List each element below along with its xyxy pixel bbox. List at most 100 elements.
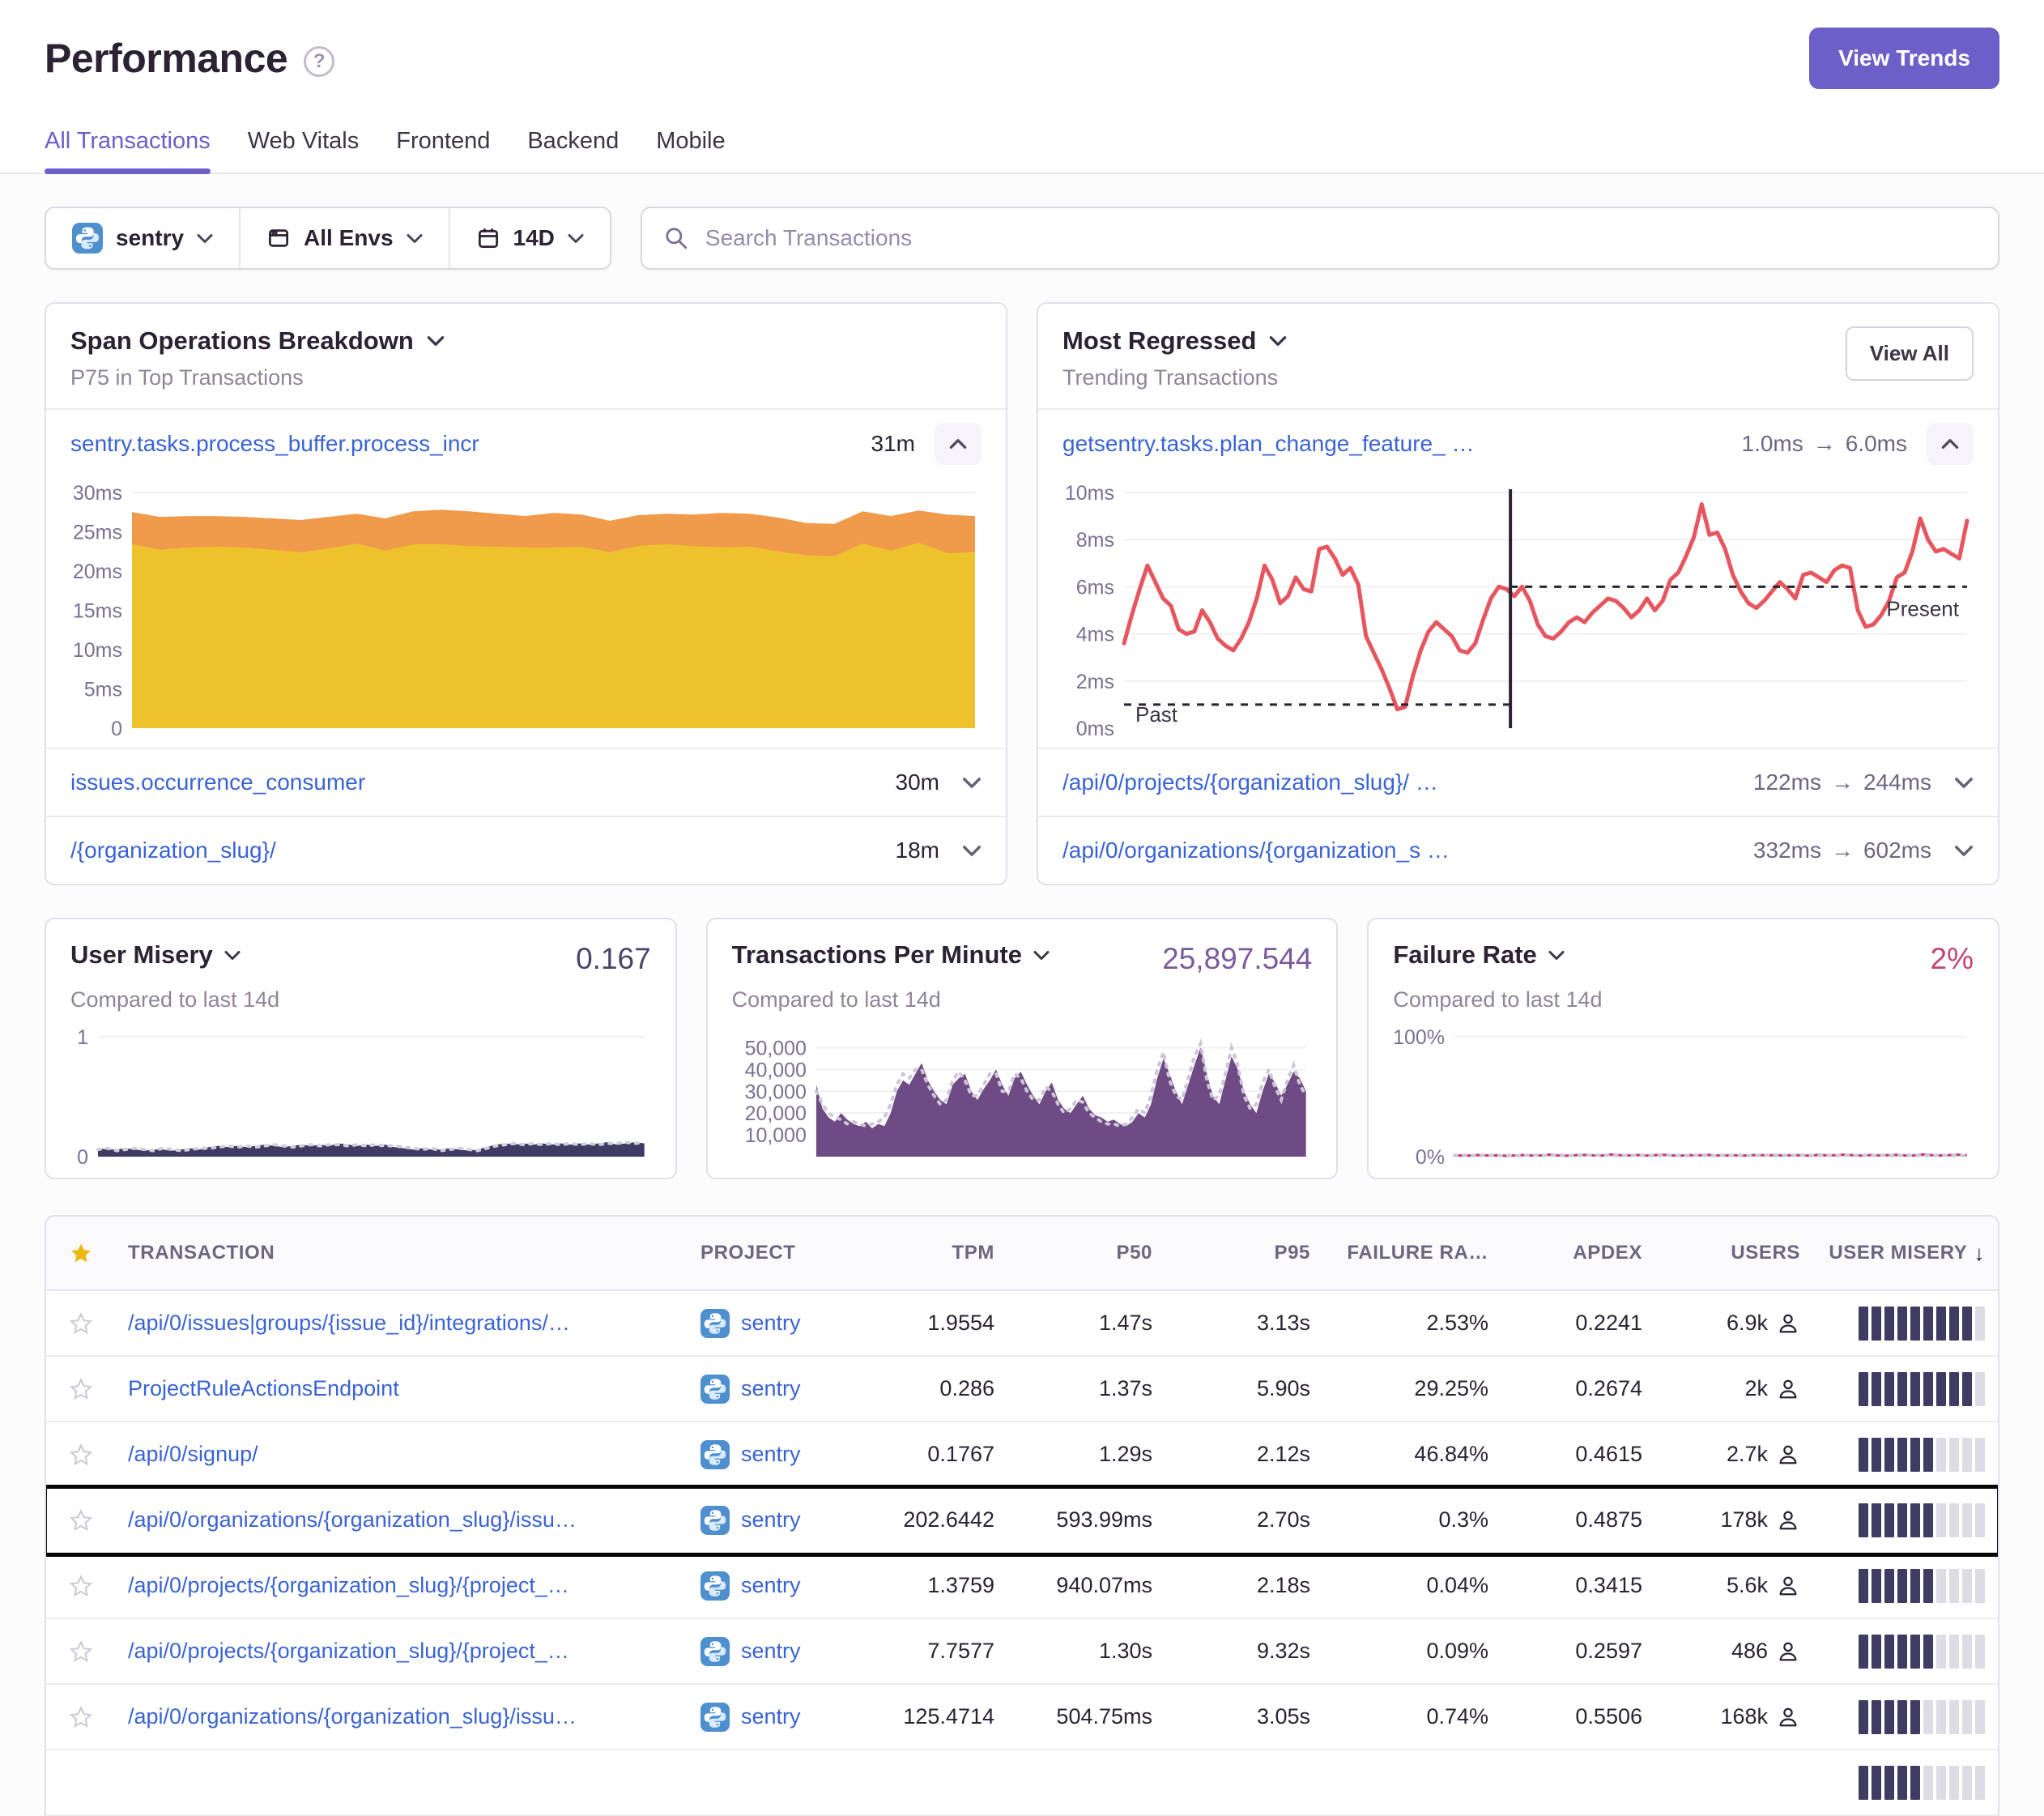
svg-text:10,000: 10,000 (744, 1124, 806, 1147)
transaction-link[interactable]: /api/0/issues|groups/{issue_id}/integrat… (128, 1311, 570, 1335)
transaction-link[interactable]: /api/0/organizations/{organization_slug}… (128, 1704, 577, 1729)
regression-from-value: 122ms (1752, 769, 1821, 795)
collapse-button[interactable] (1927, 423, 1974, 465)
transaction-link[interactable]: ProjectRuleActionsEndpoint (128, 1376, 399, 1400)
table-row[interactable]: /api/0/projects/{organization_slug}/{pro… (46, 1619, 1998, 1685)
regressed-collapsed-row: /api/0/projects/{organization_slug}/ … 1… (1038, 748, 1998, 816)
project-link[interactable]: sentry (741, 1507, 801, 1532)
transaction-link[interactable]: /api/0/organizations/{organization_slug}… (128, 1507, 577, 1532)
tab-web-vitals[interactable]: Web Vitals (247, 128, 360, 154)
favorite-star-icon[interactable] (69, 1639, 93, 1664)
misery-segment (1923, 1634, 1933, 1669)
view-all-button[interactable]: View All (1845, 326, 1974, 381)
favorite-star-icon[interactable] (69, 1311, 93, 1336)
project-link[interactable]: sentry (741, 1311, 801, 1335)
regressed-transaction-link[interactable]: /api/0/organizations/{organization_s … (1062, 838, 1450, 863)
misery-segment (1897, 1371, 1907, 1406)
tab-all-transactions[interactable]: All Transactions (45, 128, 211, 174)
favorite-star-icon[interactable] (69, 1574, 93, 1598)
misery-segment (1975, 1765, 1985, 1800)
misery-segment (1872, 1699, 1881, 1734)
table-row[interactable]: /api/0/organizations/{organization_slug}… (46, 1485, 1998, 1557)
regressed-transaction-link[interactable]: /api/0/projects/{organization_slug}/ … (1062, 769, 1438, 795)
environment-selector[interactable]: All Envs (239, 208, 448, 268)
span-panel-header: Span Operations Breakdown P75 in Top Tra… (46, 304, 1006, 410)
search-input[interactable] (703, 224, 1977, 252)
card-title: Transactions Per Minute (731, 940, 1022, 969)
column-header-failure-rate[interactable]: FAILURE RA… (1347, 1242, 1488, 1264)
regression-from-value: 332ms (1752, 838, 1821, 863)
column-header-apdex[interactable]: APDEX (1573, 1242, 1642, 1264)
span-panel-title-dropdown[interactable]: Span Operations Breakdown (70, 326, 445, 356)
span-transaction-link[interactable]: sentry.tasks.process_buffer.process_incr (70, 431, 479, 456)
table-header-row: TRANSACTION PROJECT TPM P50 P95 FAILURE … (46, 1217, 1998, 1291)
misery-segment (1897, 1765, 1907, 1800)
favorite-star-icon[interactable] (69, 1377, 93, 1401)
project-selector[interactable]: sentry (46, 208, 239, 268)
misery-segment (1897, 1634, 1907, 1669)
chevron-down-icon (1548, 950, 1565, 960)
python-project-icon (700, 1505, 730, 1535)
project-link[interactable]: sentry (741, 1704, 801, 1729)
user-misery-bar (1859, 1437, 1985, 1472)
transaction-link[interactable]: /api/0/projects/{organization_slug}/{pro… (128, 1639, 569, 1663)
favorites-column-header[interactable] (46, 1241, 115, 1265)
favorite-star-icon[interactable] (69, 1443, 93, 1467)
misery-segment (1872, 1568, 1881, 1603)
tab-backend[interactable]: Backend (527, 128, 620, 154)
svg-text:4ms: 4ms (1076, 624, 1114, 646)
tpm-title-dropdown[interactable]: Transactions Per Minute (732, 940, 1050, 970)
span-transaction-link[interactable]: issues.occurrence_consumer (70, 769, 366, 795)
expand-button[interactable] (962, 777, 982, 789)
column-header-p50[interactable]: P50 (1116, 1242, 1152, 1264)
column-header-users[interactable]: USERS (1731, 1242, 1800, 1264)
span-transaction-link[interactable]: /{organization_slug}/ (70, 838, 276, 863)
favorite-star-icon[interactable] (69, 1705, 93, 1729)
table-row[interactable] (46, 1750, 1998, 1816)
misery-segment (1949, 1503, 1959, 1537)
date-range-selector[interactable]: 14D (448, 208, 610, 268)
table-row[interactable]: ProjectRuleActionsEndpoint sentry 0.286 … (46, 1357, 1998, 1422)
table-row[interactable]: /api/0/organizations/{organization_slug}… (46, 1685, 1998, 1750)
collapse-button[interactable] (935, 423, 982, 465)
p95-cell: 9.32s (1256, 1639, 1310, 1663)
regressed-transaction-link[interactable]: getsentry.tasks.plan_change_feature_ … (1062, 431, 1475, 456)
expand-button[interactable] (1954, 845, 1974, 857)
column-header-p95[interactable]: P95 (1274, 1242, 1310, 1264)
column-header-tpm[interactable]: TPM (952, 1242, 994, 1264)
transactions-table: TRANSACTION PROJECT TPM P50 P95 FAILURE … (45, 1215, 1999, 1816)
tab-frontend[interactable]: Frontend (396, 128, 491, 154)
svg-text:2ms: 2ms (1076, 671, 1114, 693)
project-link[interactable]: sentry (741, 1573, 801, 1597)
user-misery-title-dropdown[interactable]: User Misery (70, 940, 241, 970)
misery-segment (1936, 1634, 1946, 1669)
table-row[interactable]: /api/0/projects/{organization_slug}/{pro… (46, 1554, 1998, 1619)
view-trends-button[interactable]: View Trends (1809, 28, 1999, 89)
tpm-chart: 50,000 40,000 30,000 20,000 10,000 (732, 1025, 1313, 1165)
chevron-down-icon (1955, 845, 1973, 856)
transaction-link[interactable]: /api/0/signup/ (128, 1442, 258, 1466)
favorite-star-icon[interactable] (69, 1508, 93, 1533)
transaction-link[interactable]: /api/0/projects/{organization_slug}/{pro… (128, 1573, 569, 1597)
tab-mobile[interactable]: Mobile (656, 128, 726, 154)
failure-rate-title-dropdown[interactable]: Failure Rate (1393, 940, 1565, 970)
misery-segment (1897, 1699, 1907, 1734)
project-link[interactable]: sentry (741, 1376, 801, 1400)
misery-segment (1962, 1765, 1972, 1800)
project-link[interactable]: sentry (741, 1639, 801, 1663)
svg-text:5ms: 5ms (84, 679, 122, 701)
column-header-project[interactable]: PROJECT (700, 1242, 796, 1264)
help-icon[interactable]: ? (304, 46, 335, 77)
column-header-user-misery[interactable]: USER MISERY ↓ (1813, 1241, 1998, 1266)
table-row[interactable]: /api/0/issues|groups/{issue_id}/integrat… (46, 1291, 1998, 1357)
project-link[interactable]: sentry (741, 1442, 801, 1466)
regressed-panel-title-dropdown[interactable]: Most Regressed (1062, 326, 1287, 356)
misery-segment (1910, 1765, 1920, 1800)
expand-button[interactable] (1954, 777, 1974, 789)
expand-button[interactable] (962, 845, 982, 857)
svg-text:0%: 0% (1416, 1146, 1445, 1165)
regression-to-value: 244ms (1863, 769, 1931, 795)
table-row[interactable]: /api/0/signup/ sentry 0.1767 1.29s 2.12s… (46, 1422, 1998, 1488)
misery-segment (1975, 1634, 1985, 1669)
column-header-transaction[interactable]: TRANSACTION (128, 1242, 275, 1264)
